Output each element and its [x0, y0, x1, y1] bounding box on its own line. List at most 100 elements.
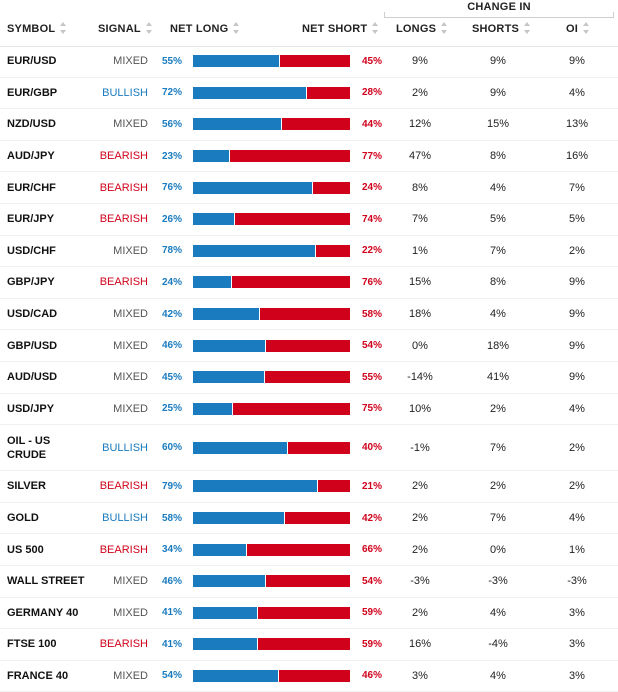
net-long-percent: 34% [161, 544, 182, 556]
sort-icon[interactable] [233, 22, 240, 35]
sort-icon[interactable] [60, 22, 67, 35]
change-oi-value: 3% [569, 606, 585, 619]
net-long-header-label: NET LONG [170, 23, 229, 35]
net-short-bar [231, 276, 350, 289]
shorts-header-label: SHORTS [472, 23, 520, 35]
bar-divider [265, 339, 266, 352]
net-long-column-header[interactable]: NET LONG [170, 20, 240, 38]
symbol-cell: GOLD [7, 503, 87, 534]
signal-badge: BEARISH [99, 150, 148, 163]
change-longs-value: 0% [412, 339, 428, 352]
symbol-link[interactable]: USD/CAD [7, 308, 58, 321]
table-row[interactable]: EUR/GBP BULLISH 72% 28% 2% 9% 4% [0, 78, 618, 110]
symbol-link[interactable]: EUR/JPY [7, 213, 55, 226]
table-row[interactable]: GBP/JPY BEARISH 24% 76% 15% 8% 9% [0, 267, 618, 299]
symbol-link[interactable]: EUR/CHF [7, 181, 56, 194]
change-oi-value: 2% [569, 244, 585, 257]
change-shorts-value: 0% [490, 543, 506, 556]
sentiment-bar [193, 402, 350, 415]
symbol-link[interactable]: EUR/GBP [7, 86, 58, 99]
net-short-bar [317, 480, 350, 493]
signal-badge: BEARISH [99, 638, 148, 651]
symbol-cell: USD/CHF [7, 236, 87, 267]
symbol-cell: EUR/CHF [7, 172, 87, 203]
table-row[interactable]: US 500 BEARISH 34% 66% 2% 0% 1% [0, 534, 618, 566]
shorts-column-header[interactable]: SHORTS [472, 20, 531, 38]
table-row[interactable]: NZD/USD MIXED 56% 44% 12% 15% 13% [0, 109, 618, 141]
table-row[interactable]: EUR/USD MIXED 55% 45% 9% 9% 9% [0, 46, 618, 78]
table-row[interactable]: WALL STREET MIXED 46% 54% -3% -3% -3% [0, 566, 618, 598]
table-row[interactable]: AUD/JPY BEARISH 23% 77% 47% 8% 16% [0, 141, 618, 173]
net-short-bar [257, 638, 350, 651]
table-row[interactable]: OIL - US CRUDE BULLISH 60% 40% -1% 7% 2% [0, 425, 618, 472]
oi-column-header[interactable]: OI [566, 20, 590, 38]
net-short-bar [257, 606, 350, 619]
bar-divider [246, 543, 247, 556]
bar-divider [231, 276, 232, 289]
longs-header-label: LONGS [396, 23, 437, 35]
table-row[interactable]: FRANCE 40 MIXED 54% 46% 3% 4% 3% [0, 661, 618, 692]
symbol-cell: SILVER [7, 471, 87, 502]
symbol-link[interactable]: GBP/USD [7, 339, 58, 352]
net-short-percent: 42% [361, 512, 382, 524]
symbol-link[interactable]: NZD/USD [7, 118, 56, 131]
net-short-percent: 21% [361, 480, 382, 492]
sentiment-bar [193, 669, 350, 682]
net-long-percent: 42% [161, 308, 182, 320]
table-row[interactable]: SILVER BEARISH 79% 21% 2% 2% 2% [0, 471, 618, 503]
symbol-link[interactable]: SILVER [7, 480, 46, 493]
signal-badge: BULLISH [102, 441, 148, 454]
symbol-link[interactable]: AUD/JPY [7, 150, 55, 163]
bar-divider [234, 213, 235, 226]
symbol-cell: WALL STREET [7, 566, 87, 597]
bar-divider [279, 55, 280, 68]
table-row[interactable]: USD/CAD MIXED 42% 58% 18% 4% 9% [0, 299, 618, 331]
table-row[interactable]: FTSE 100 BEARISH 41% 59% 16% -4% 3% [0, 629, 618, 661]
table-row[interactable]: USD/CHF MIXED 78% 22% 1% 7% 2% [0, 236, 618, 268]
symbol-link[interactable]: FTSE 100 [7, 638, 57, 651]
table-row[interactable]: USD/JPY MIXED 25% 75% 10% 2% 4% [0, 394, 618, 426]
symbol-link[interactable]: EUR/USD [7, 55, 57, 68]
sort-icon[interactable] [372, 22, 379, 35]
symbol-link[interactable]: GERMANY 40 [7, 606, 79, 619]
symbol-link[interactable]: OIL - US CRUDE [7, 434, 51, 461]
change-oi-value: 2% [569, 480, 585, 493]
signal-badge: MIXED [113, 308, 148, 321]
sentiment-bar [193, 55, 350, 68]
signal-badge: MIXED [113, 606, 148, 619]
symbol-link[interactable]: USD/JPY [7, 402, 55, 415]
symbol-column-header[interactable]: SYMBOL [7, 20, 67, 38]
symbol-link[interactable]: GOLD [7, 512, 39, 525]
table-row[interactable]: GOLD BULLISH 58% 42% 2% 7% 4% [0, 503, 618, 535]
symbol-link[interactable]: GBP/JPY [7, 276, 55, 289]
signal-column-header[interactable]: SIGNAL [98, 20, 153, 38]
change-oi-value: 9% [569, 55, 585, 68]
signal-badge: BEARISH [99, 276, 148, 289]
sort-icon[interactable] [441, 22, 448, 35]
net-short-column-header[interactable]: NET SHORT [302, 20, 379, 38]
bar-divider [287, 441, 288, 454]
table-row[interactable]: AUD/USD MIXED 45% 55% -14% 41% 9% [0, 362, 618, 394]
signal-badge: BEARISH [99, 543, 148, 556]
net-short-percent: 28% [361, 87, 382, 99]
sentiment-bar [193, 638, 350, 651]
symbol-link[interactable]: US 500 [7, 543, 44, 556]
sort-icon[interactable] [583, 22, 590, 35]
symbol-link[interactable]: FRANCE 40 [7, 669, 69, 682]
table-row[interactable]: EUR/JPY BEARISH 26% 74% 7% 5% 5% [0, 204, 618, 236]
change-oi-value: 13% [565, 118, 589, 131]
change-oi-value: 16% [565, 150, 589, 163]
table-row[interactable]: GBP/USD MIXED 46% 54% 0% 18% 9% [0, 330, 618, 362]
symbol-link[interactable]: WALL STREET [7, 575, 85, 588]
longs-column-header[interactable]: LONGS [396, 20, 448, 38]
table-row[interactable]: EUR/CHF BEARISH 76% 24% 8% 4% 7% [0, 172, 618, 204]
sort-icon[interactable] [145, 22, 153, 35]
bar-divider [317, 480, 318, 493]
symbol-link[interactable]: AUD/USD [7, 371, 58, 384]
net-short-bar [265, 575, 350, 588]
net-long-percent: 46% [161, 340, 182, 352]
symbol-cell: GBP/JPY [7, 267, 87, 298]
sort-icon[interactable] [524, 22, 531, 35]
table-row[interactable]: GERMANY 40 MIXED 41% 59% 2% 4% 3% [0, 598, 618, 630]
symbol-link[interactable]: USD/CHF [7, 244, 56, 257]
